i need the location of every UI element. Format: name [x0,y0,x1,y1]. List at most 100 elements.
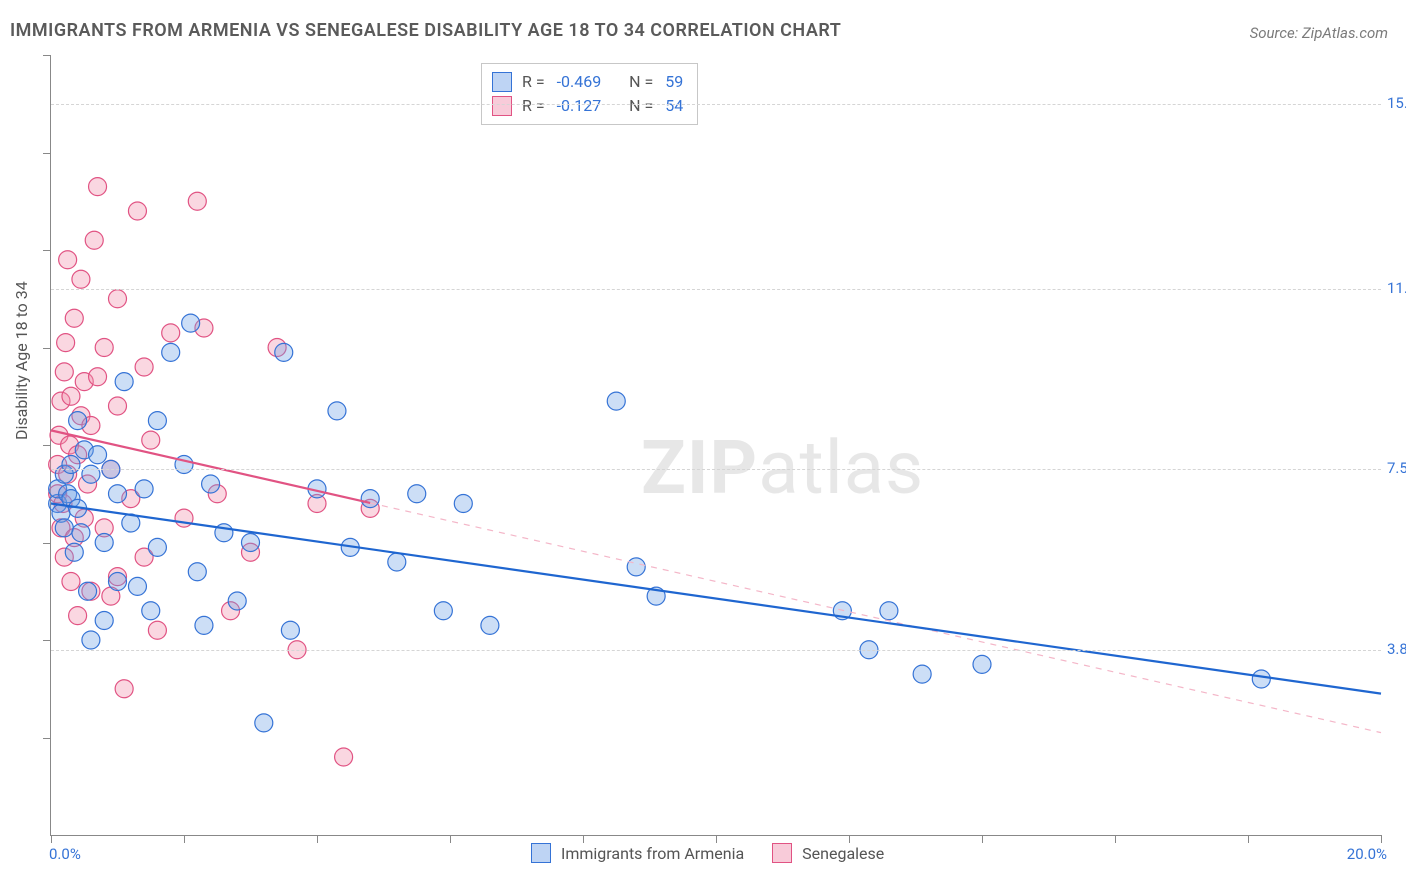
y-tick-mark [43,250,51,251]
gridline [51,650,1381,651]
scatter-point [128,577,146,595]
x-tick-mark [583,835,584,843]
scatter-point [627,558,645,576]
scatter-point [109,397,127,415]
scatter-point [335,748,353,766]
scatter-point [142,431,160,449]
legend-swatch-blue-icon [531,843,551,863]
scatter-point [89,178,107,196]
y-tick-label: 15.0% [1387,94,1406,112]
scatter-point [109,485,127,503]
scatter-point [148,538,166,556]
scatter-point [109,290,127,308]
scatter-point [388,553,406,571]
scatter-point [72,270,90,288]
scatter-point [162,324,180,342]
source-prefix: Source: [1250,24,1302,42]
scatter-point [79,582,97,600]
plot-area: ZIPatlas R = -0.469 N = 59 R = -0.127 N … [50,55,1381,836]
regression-line-dashed [370,503,1381,733]
source-name: ZipAtlas.com [1302,24,1388,42]
x-tick-mark [849,835,850,843]
chart-container: IMMIGRANTS FROM ARMENIA VS SENEGALESE DI… [0,0,1406,892]
scatter-point [115,373,133,391]
scatter-point [135,480,153,498]
x-tick-mark [1381,835,1382,843]
x-max-label: 20.0% [1347,845,1387,863]
y-tick-mark [43,55,51,56]
y-tick-mark [43,738,51,739]
x-tick-mark [184,835,185,843]
scatter-point [65,543,83,561]
x-tick-mark [51,835,52,843]
scatter-point [361,490,379,508]
swatch-blue-icon [492,72,512,92]
scatter-point [69,412,87,430]
scatter-point [89,368,107,386]
scatter-point [148,621,166,639]
scatter-point [135,358,153,376]
scatter-point [65,309,83,327]
scatter-point [162,343,180,361]
scatter-point [85,231,103,249]
scatter-point [95,534,113,552]
x-tick-mark [982,835,983,843]
y-tick-label: 11.2% [1387,279,1406,297]
gridline [51,469,1381,470]
scatter-point [115,680,133,698]
scatter-point [880,602,898,620]
scatter-point [95,612,113,630]
scatter-point [607,392,625,410]
correlation-legend-box: R = -0.469 N = 59 R = -0.127 N = 54 [481,63,698,125]
scatter-point [255,714,273,732]
scatter-point [913,665,931,683]
legend-item-pink: Senegalese [772,843,884,863]
n-value-pink: 54 [665,94,683,118]
scatter-point [195,616,213,634]
n-value-blue: 59 [665,70,683,94]
scatter-point [408,485,426,503]
gridline [51,104,1381,105]
scatter-point [188,192,206,210]
bottom-legend: Immigrants from Armenia Senegalese [531,843,884,863]
r-label-blue: R = [522,70,549,94]
scatter-point [228,592,246,610]
scatter-point [55,363,73,381]
scatter-point [481,616,499,634]
y-tick-label: 7.5% [1387,459,1406,477]
y-tick-mark [43,348,51,349]
scatter-point [148,412,166,430]
scatter-point [202,475,220,493]
scatter-point [82,631,100,649]
scatter-point [89,446,107,464]
scatter-point [62,387,80,405]
x-tick-mark [317,835,318,843]
y-axis-label: Disability Age 18 to 34 [12,281,31,440]
r-value-pink: -0.127 [557,94,602,118]
scatter-point [69,607,87,625]
legend-label-blue: Immigrants from Armenia [561,844,744,863]
regression-line [51,504,1381,694]
legend-item-blue: Immigrants from Armenia [531,843,744,863]
scatter-point [328,402,346,420]
scatter-point [62,456,80,474]
scatter-point [72,524,90,542]
x-tick-mark [716,835,717,843]
scatter-point [128,202,146,220]
legend-swatch-pink-icon [772,843,792,863]
scatter-point [82,465,100,483]
scatter-point [55,519,73,537]
scatter-point [281,621,299,639]
chart-title: IMMIGRANTS FROM ARMENIA VS SENEGALESE DI… [10,20,841,41]
n-label-blue: N = [629,70,657,94]
x-min-label: 0.0% [49,845,81,863]
scatter-point [973,655,991,673]
r-value-blue: -0.469 [557,70,602,94]
n-label-pink: N = [629,94,657,118]
y-tick-mark [43,153,51,154]
scatter-point [142,602,160,620]
gridline [51,289,1381,290]
scatter-point [62,573,80,591]
scatter-point [275,343,293,361]
y-tick-mark [43,445,51,446]
